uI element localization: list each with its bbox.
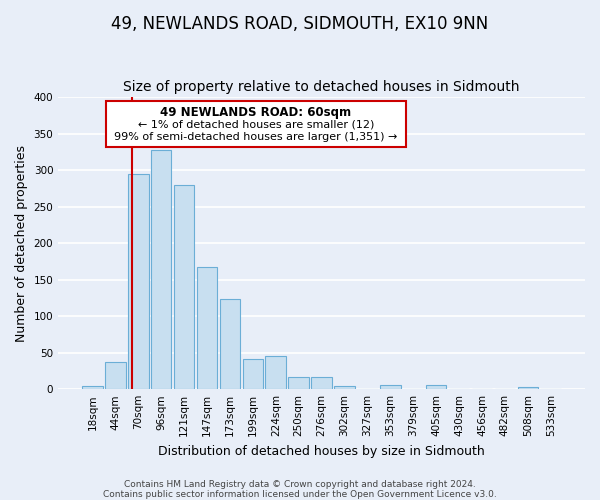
Bar: [289, 377, 309, 389]
Bar: [311, 377, 332, 389]
Y-axis label: Number of detached properties: Number of detached properties: [15, 144, 28, 342]
Text: 49 NEWLANDS ROAD: 60sqm: 49 NEWLANDS ROAD: 60sqm: [160, 106, 351, 119]
Text: 49, NEWLANDS ROAD, SIDMOUTH, EX10 9NN: 49, NEWLANDS ROAD, SIDMOUTH, EX10 9NN: [112, 15, 488, 33]
Bar: [197, 267, 217, 389]
Bar: [128, 174, 149, 389]
Bar: [105, 362, 125, 389]
Bar: [82, 386, 103, 389]
Bar: [426, 385, 446, 389]
Bar: [242, 358, 263, 389]
Bar: [518, 387, 538, 389]
Text: 99% of semi-detached houses are larger (1,351) →: 99% of semi-detached houses are larger (…: [114, 132, 397, 142]
Bar: [174, 186, 194, 389]
Text: Contains public sector information licensed under the Open Government Licence v3: Contains public sector information licen…: [103, 490, 497, 499]
X-axis label: Distribution of detached houses by size in Sidmouth: Distribution of detached houses by size …: [158, 444, 485, 458]
Bar: [220, 300, 240, 389]
Bar: [151, 150, 172, 389]
Title: Size of property relative to detached houses in Sidmouth: Size of property relative to detached ho…: [124, 80, 520, 94]
Bar: [380, 385, 401, 389]
Bar: [265, 356, 286, 389]
Bar: [334, 386, 355, 389]
Text: Contains HM Land Registry data © Crown copyright and database right 2024.: Contains HM Land Registry data © Crown c…: [124, 480, 476, 489]
FancyBboxPatch shape: [106, 102, 406, 146]
Text: ← 1% of detached houses are smaller (12): ← 1% of detached houses are smaller (12): [137, 119, 374, 129]
